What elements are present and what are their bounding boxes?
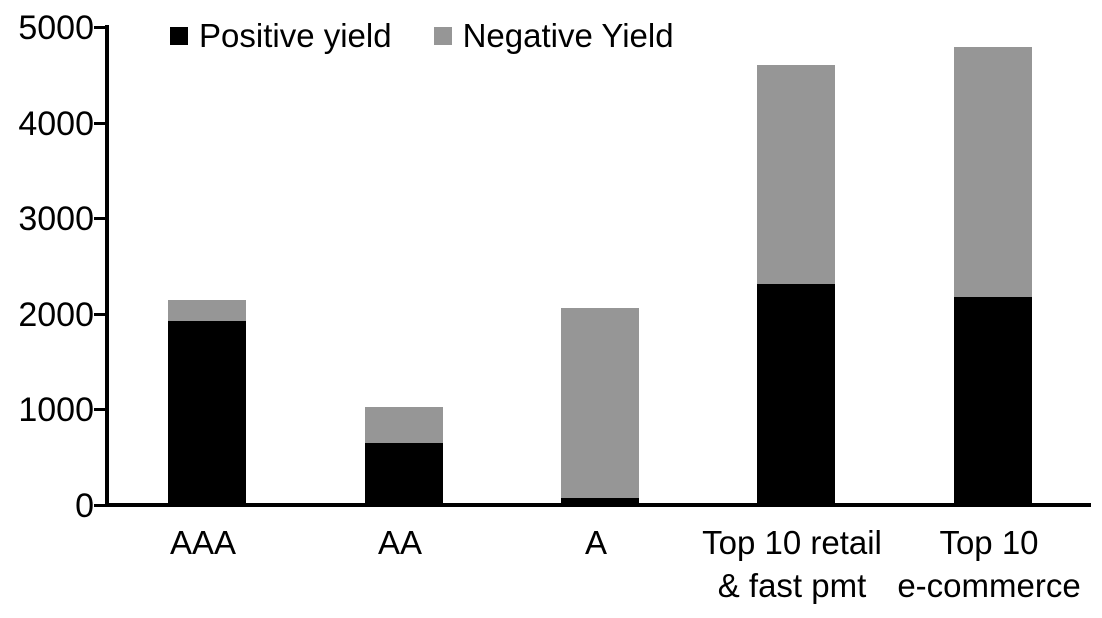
bar-segment-positive-1 [168, 321, 246, 503]
bar-segment-negative-2 [365, 407, 443, 443]
legend-item-negative-yield: Negative Yield [433, 17, 674, 54]
x-axis-category-label: AAA [169, 524, 237, 561]
legend-swatch-icon [170, 26, 188, 45]
y-axis-tick-label: 1000 [18, 391, 94, 429]
legend-label: Negative Yield [462, 17, 674, 54]
plot-area [105, 25, 1091, 507]
bar-segment-positive-3 [561, 498, 639, 503]
legend-label: Positive yield [199, 17, 392, 54]
bar-segment-negative-5 [954, 47, 1032, 297]
bar-segment-positive-5 [954, 297, 1032, 503]
x-axis-category-label: AA [377, 524, 423, 561]
y-axis-tick-mark [94, 26, 105, 29]
legend-item-positive-yield: Positive yield [170, 19, 392, 52]
x-axis-category-label: Top 10 e-commerce [897, 524, 1081, 604]
y-axis-tick-label: 0 [75, 487, 94, 525]
y-axis-tick-label: 3000 [18, 200, 94, 238]
y-axis-tick-label: 2000 [18, 296, 94, 334]
y-axis-tick-mark [94, 313, 105, 316]
y-axis-tick-mark [94, 504, 105, 507]
chart-legend: Positive yield Negative Yield [170, 19, 716, 52]
y-axis-tick-mark [94, 122, 105, 125]
y-axis-tick-label: 5000 [18, 9, 94, 47]
legend-swatch-icon [433, 26, 452, 45]
y-axis-tick-mark [94, 408, 105, 411]
y-axis-tick-label: 4000 [18, 105, 94, 143]
y-axis-tick-mark [94, 217, 105, 220]
bar-segment-negative-4 [757, 65, 835, 284]
x-axis-category-label: A [584, 524, 607, 561]
bar-segment-positive-4 [757, 284, 835, 503]
bar-segment-positive-2 [365, 443, 443, 503]
x-axis-category-label: Top 10 retail & fast pmt [702, 524, 882, 604]
bar-segment-negative-3 [561, 308, 639, 498]
bar-segment-negative-1 [168, 300, 246, 321]
